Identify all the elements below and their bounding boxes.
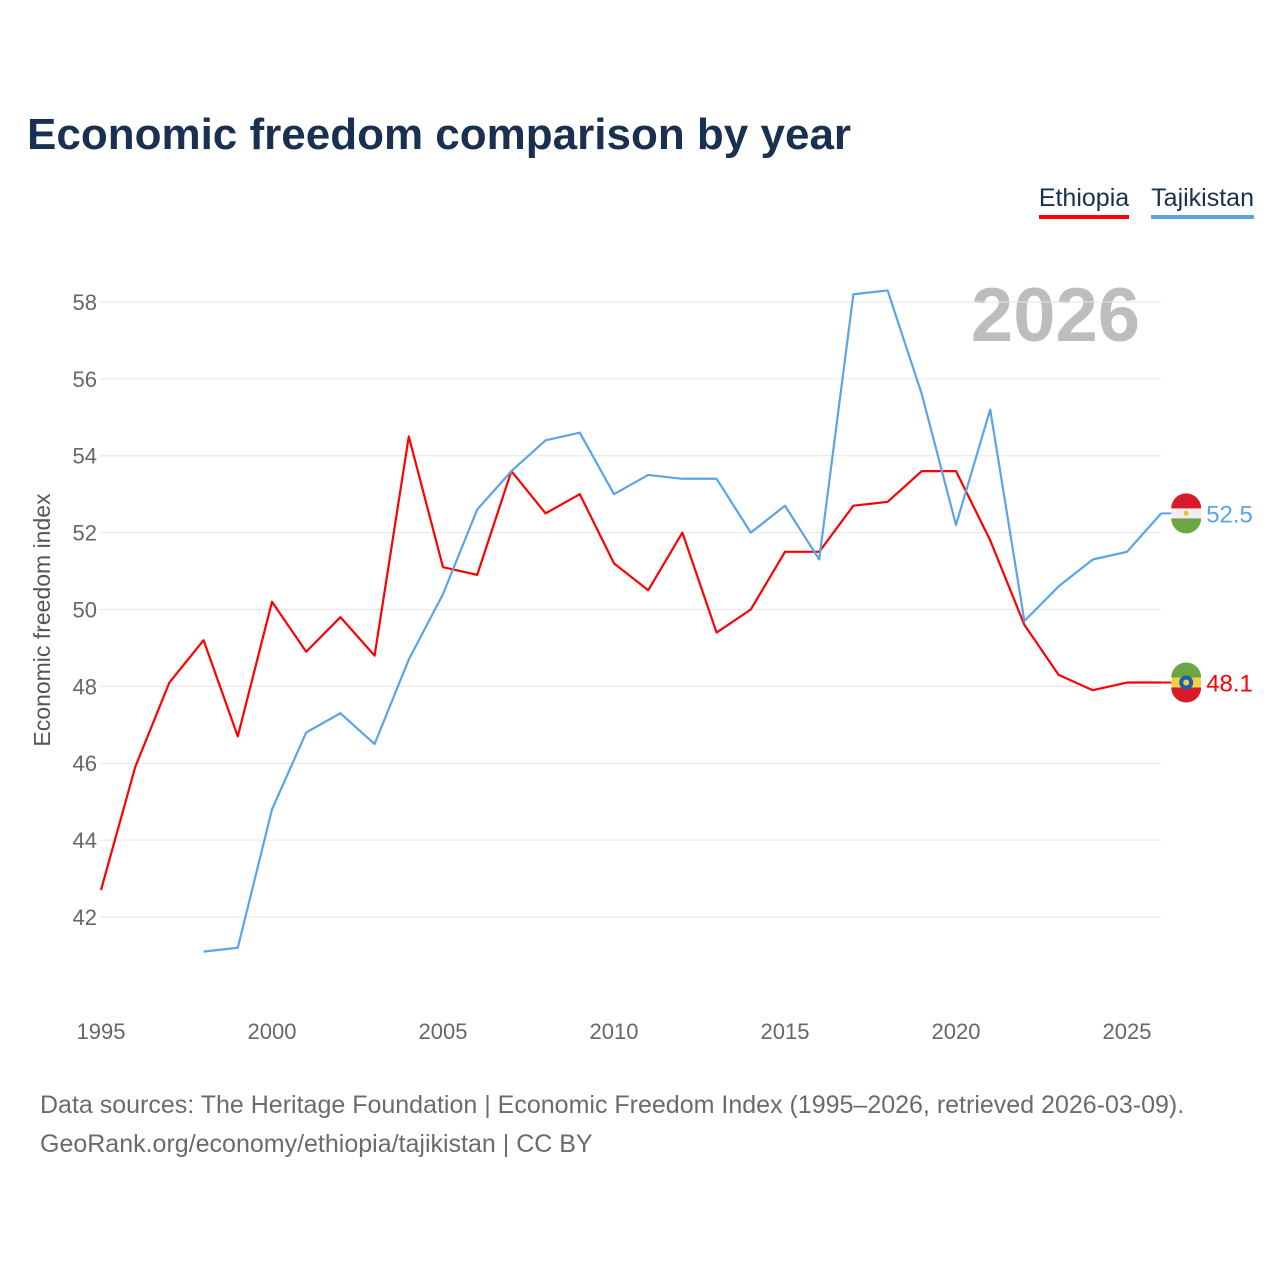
source-note: Data sources: The Heritage Foundation | … xyxy=(40,1086,1184,1164)
legend-tajikistan[interactable]: Tajikistan xyxy=(1151,184,1254,219)
y-tick-label: 48 xyxy=(73,674,97,699)
flag-crown xyxy=(1183,510,1189,516)
y-tick-label: 50 xyxy=(73,597,97,622)
chart-title: Economic freedom comparison by year xyxy=(27,110,852,159)
y-tick-label: 42 xyxy=(73,905,97,930)
x-tick-label: 2005 xyxy=(419,1019,468,1044)
flag-stripe xyxy=(1171,662,1202,678)
x-tick-label: 2015 xyxy=(761,1019,810,1044)
y-tick-label: 52 xyxy=(73,521,97,546)
series-line-tajikistan xyxy=(203,289,1163,953)
source-line: Data sources: The Heritage Foundation | … xyxy=(40,1091,1185,1119)
x-tick-label: 1995 xyxy=(77,1019,126,1044)
flag-stripe xyxy=(1171,518,1202,534)
year-watermark: 2026 xyxy=(971,273,1140,358)
x-tick-label: 2000 xyxy=(248,1019,297,1044)
x-tick-label: 2010 xyxy=(590,1019,639,1044)
flag-star xyxy=(1183,679,1190,686)
series-line-ethiopia xyxy=(99,435,1162,891)
y-tick-label: 44 xyxy=(73,828,97,853)
y-tick-label: 54 xyxy=(73,444,97,469)
y-tick-label: 46 xyxy=(73,751,97,776)
flag-stripe xyxy=(1171,687,1202,703)
y-axis-label: Economic freedom index xyxy=(29,493,55,747)
y-tick-label: 56 xyxy=(73,367,97,392)
end-value-label-ethiopia: 48.1 xyxy=(1206,671,1253,698)
flag-stripe xyxy=(1171,493,1202,509)
x-tick-label: 2025 xyxy=(1103,1019,1152,1044)
legend: Ethiopia Tajikistan xyxy=(1038,184,1254,219)
x-tick-label: 2020 xyxy=(932,1019,981,1044)
source-link[interactable]: GeoRank.org/economy/ethiopia/tajikistan … xyxy=(40,1130,593,1158)
end-value-label-tajikistan: 52.5 xyxy=(1206,501,1253,528)
y-tick-label: 58 xyxy=(73,290,97,315)
legend-ethiopia[interactable]: Ethiopia xyxy=(1038,184,1130,219)
